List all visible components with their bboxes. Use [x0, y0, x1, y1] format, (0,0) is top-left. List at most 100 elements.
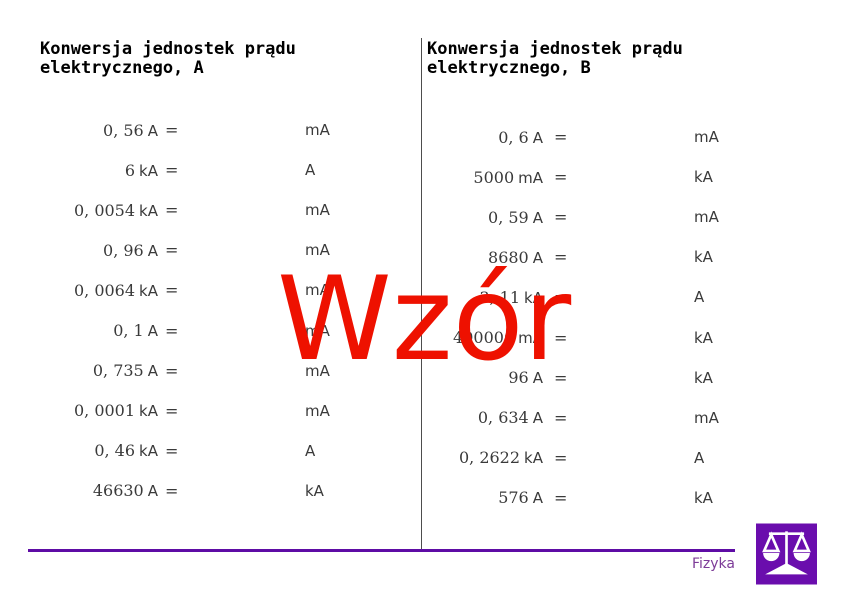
conversion-row: 6 kA = A: [40, 150, 420, 190]
conversion-row: 490000 mA = kA: [427, 317, 837, 357]
balance-scale-icon: [756, 523, 817, 585]
conversion-row: 0, 0064 kA = mA: [40, 270, 420, 310]
equals-sign: =: [554, 328, 568, 348]
equals-sign: =: [554, 408, 568, 428]
answer-unit: mA: [694, 408, 719, 427]
conversion-row: 0, 56 A = mA: [40, 110, 420, 150]
vertical-divider: [420, 38, 422, 552]
answer-unit: mA: [305, 121, 330, 140]
quantity-number: 3, 11: [479, 287, 521, 307]
quantity-number: 0, 0001: [73, 401, 136, 421]
answer-unit: mA: [694, 208, 719, 227]
quantity-number: 96: [508, 368, 529, 388]
conversion-row: 5000 mA = kA: [427, 157, 837, 197]
quantity-number: 576: [498, 488, 529, 508]
conversion-row: 96 A = kA: [427, 358, 837, 398]
quantity-unit: A: [532, 409, 543, 428]
answer-unit: mA: [694, 128, 719, 147]
answer-unit: A: [305, 161, 316, 180]
column-a-title: Konwersja jednostek prądu elektrycznego,…: [40, 39, 296, 78]
answer-unit: kA: [694, 488, 713, 507]
answer-unit: kA: [694, 168, 713, 187]
conversion-row: 0, 634 A = mA: [427, 398, 837, 438]
equals-sign: =: [165, 361, 179, 381]
quantity-number: 0, 735: [92, 361, 144, 381]
conversion-row: 0, 59 A = mA: [427, 197, 837, 237]
quantity-unit: kA: [139, 161, 158, 180]
quantity-number: 6: [124, 160, 136, 180]
equals-sign: =: [554, 448, 568, 468]
equals-sign: =: [165, 441, 179, 461]
quantity-unit: A: [532, 208, 543, 227]
quantity-number: 0, 0054: [73, 200, 136, 220]
quantity-unit: kA: [139, 402, 158, 421]
conversion-row: 0, 735 A = mA: [40, 351, 420, 391]
answer-unit: mA: [305, 201, 330, 220]
quantity-number: 0, 634: [477, 408, 529, 428]
quantity-unit: kA: [139, 201, 158, 220]
quantity-unit: mA: [518, 329, 543, 348]
quantity-number: 0, 46: [94, 441, 136, 461]
quantity-number: 0, 96: [103, 240, 144, 260]
quantity-unit: A: [532, 128, 543, 147]
equals-sign: =: [554, 167, 568, 187]
conversion-row: 576 A = kA: [427, 478, 837, 518]
equals-sign: =: [165, 280, 179, 300]
conversion-row: 3, 11 kA = A: [427, 277, 837, 317]
answer-unit: mA: [305, 361, 330, 380]
conversion-row: 0, 0054 kA = mA: [40, 190, 420, 230]
quantity-number: 5000: [473, 167, 515, 187]
answer-unit: kA: [305, 481, 324, 500]
conversion-row: 0, 96 A = mA: [40, 230, 420, 270]
answer-unit: mA: [305, 321, 330, 340]
equals-sign: =: [554, 488, 568, 508]
quantity-number: 0, 59: [488, 207, 529, 227]
quantity-unit: A: [532, 248, 543, 267]
conversion-row: 8680 A = kA: [427, 237, 837, 277]
equals-sign: =: [165, 120, 179, 140]
conversion-row: 46630 A = kA: [40, 471, 420, 511]
quantity-unit: A: [147, 241, 158, 260]
column-b-title: Konwersja jednostek prądu elektrycznego,…: [427, 39, 683, 78]
equals-sign: =: [165, 401, 179, 421]
footer-subject-label: Fizyka: [692, 556, 735, 572]
equals-sign: =: [165, 481, 179, 501]
quantity-unit: A: [532, 489, 543, 508]
wzor-watermark: Wzór: [277, 252, 572, 387]
conversion-row: 0, 2622 kA = A: [427, 438, 837, 478]
quantity-unit: mA: [518, 168, 543, 187]
quantity-number: 46630: [92, 481, 144, 501]
equals-sign: =: [554, 368, 568, 388]
conversion-row: 0, 0001 kA = mA: [40, 391, 420, 431]
quantity-unit: A: [532, 369, 543, 388]
quantity-number: 8680: [488, 247, 529, 267]
equals-sign: =: [165, 160, 179, 180]
answer-unit: A: [305, 441, 316, 460]
conversion-row: 0, 46 kA = A: [40, 431, 420, 471]
answer-unit: mA: [305, 401, 330, 420]
quantity-unit: A: [147, 482, 158, 501]
quantity-number: 0, 2622: [458, 448, 521, 468]
quantity-unit: kA: [524, 449, 543, 468]
column-a-rows: 0, 56 A = mA 6 kA = A 0, 0054 kA = mA 0, 96…: [40, 110, 420, 511]
quantity-number: 490000: [453, 328, 515, 348]
answer-unit: kA: [694, 328, 713, 347]
footer-rule: [28, 549, 735, 552]
quantity-unit: kA: [524, 288, 543, 307]
answer-unit: A: [694, 288, 705, 307]
equals-sign: =: [165, 321, 179, 341]
quantity-unit: kA: [139, 281, 158, 300]
equals-sign: =: [165, 240, 179, 260]
quantity-number: 0, 56: [103, 120, 144, 140]
quantity-unit: A: [147, 362, 158, 381]
quantity-unit: A: [147, 121, 158, 140]
quantity-number: 0, 0064: [73, 280, 136, 300]
answer-unit: kA: [694, 248, 713, 267]
answer-unit: mA: [305, 281, 330, 300]
equals-sign: =: [554, 127, 568, 147]
equals-sign: =: [165, 200, 179, 220]
quantity-number: 0, 1: [113, 321, 144, 341]
